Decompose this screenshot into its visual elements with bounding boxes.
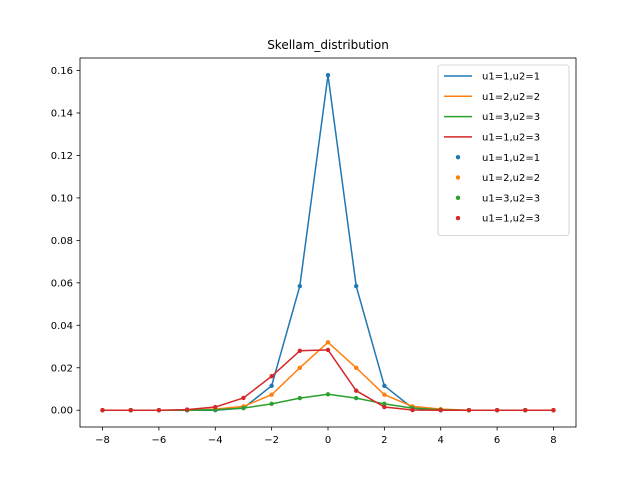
y-tick-label: 0.12 [51, 151, 73, 162]
data-point-series-4 [353, 388, 359, 393]
data-point-series-2 [325, 340, 331, 345]
x-tick-label: −2 [264, 435, 279, 446]
data-point-series-1 [297, 283, 303, 289]
legend-box [437, 64, 570, 236]
y-tick-label: 0.14 [51, 108, 73, 119]
y-tick-label: 0.02 [51, 363, 73, 374]
x-tick-label: 6 [494, 435, 500, 446]
x-axis: −8 −6 −4 −2 0 2 4 6 8 [95, 427, 557, 446]
plot-frame [79, 57, 577, 428]
legend-label: u1=3,u2=3 [482, 193, 540, 204]
data-point-series-4 [184, 407, 190, 412]
data-point-series-3 [269, 401, 274, 407]
data-point-series-4 [523, 408, 528, 413]
data-point-series-4 [156, 408, 162, 413]
legend-label: u1=2,u2=2 [482, 173, 540, 184]
data-point-series-4 [100, 408, 105, 413]
data-point-series-2 [382, 392, 387, 397]
data-point-series-3 [325, 392, 331, 397]
data-point-series-4 [213, 404, 218, 410]
y-tick-label: 0.16 [51, 66, 73, 77]
data-point-series-4 [128, 408, 133, 413]
y-tick-label: 0.00 [51, 406, 73, 417]
data-point-series-4 [410, 407, 415, 413]
y-axis: 0.00 0.02 0.04 0.06 0.08 0.10 0.12 0.14 0.16 [51, 66, 80, 417]
data-point-series-4 [494, 408, 500, 413]
data-point-series-1 [353, 283, 359, 289]
legend-label: u1=2,u2=2 [482, 92, 540, 103]
data-point-series-3 [382, 401, 387, 407]
legend-label: u1=1,u2=3 [482, 133, 540, 144]
legend-label: u1=1,u2=1 [482, 72, 540, 83]
data-point-series-3 [297, 395, 303, 401]
data-point-series-2 [269, 392, 274, 397]
legend-label: u1=1,u2=1 [482, 153, 540, 164]
legend-marker-swatch [455, 215, 461, 221]
data-point-series-4 [297, 348, 303, 353]
data-point-series-4 [269, 374, 274, 379]
chart-title: Skellam_distribution [267, 38, 389, 52]
y-tick-label: 0.04 [51, 321, 73, 332]
legend-marker-swatch [455, 175, 461, 180]
data-point-series-1 [269, 383, 274, 389]
legend-label: u1=3,u2=3 [482, 112, 540, 123]
y-tick-label: 0.10 [51, 193, 73, 204]
data-point-series-4 [438, 408, 443, 413]
data-point-series-1 [325, 72, 331, 78]
y-tick-label: 0.06 [51, 278, 73, 289]
data-point-series-4 [382, 404, 387, 410]
x-tick-label: −8 [95, 435, 110, 446]
data-point-series-4 [466, 408, 472, 413]
data-point-series-4 [551, 408, 556, 413]
legend-marker-swatch [455, 155, 461, 160]
x-tick-label: −6 [152, 435, 167, 446]
legend-marker-swatch [455, 195, 461, 200]
data-point-series-2 [353, 365, 359, 370]
data-point-series-4 [325, 347, 331, 353]
data-point-series-4 [241, 395, 246, 401]
series-points [100, 72, 556, 413]
legend: u1=1,u2=1 u1=2,u2=2 u1=3,u2=3 u1=1,u2=3 u1=1… [437, 64, 570, 236]
x-tick-label: 8 [550, 435, 556, 446]
data-point-series-1 [382, 383, 387, 389]
x-tick-label: 2 [381, 435, 387, 446]
x-tick-label: 0 [325, 435, 331, 446]
x-tick-label: −4 [208, 435, 223, 446]
y-tick-label: 0.08 [51, 236, 73, 247]
data-point-series-3 [241, 405, 246, 411]
x-tick-label: 4 [438, 435, 444, 446]
data-point-series-3 [353, 395, 359, 401]
data-point-series-2 [297, 365, 303, 370]
legend-label: u1=1,u2=3 [482, 214, 540, 225]
